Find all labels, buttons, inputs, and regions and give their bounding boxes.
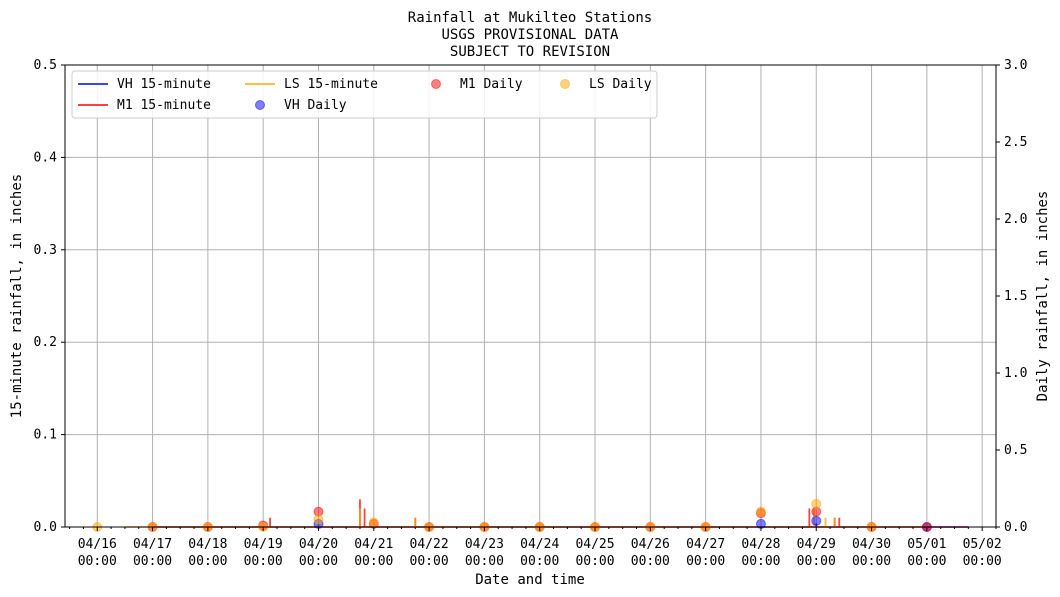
data-point bbox=[811, 515, 822, 526]
x-tick-time-label: 00:00 bbox=[852, 554, 891, 569]
x-tick-time-label: 00:00 bbox=[188, 554, 227, 569]
left-y-tick-label: 0.4 bbox=[34, 150, 58, 165]
x-tick-time-label: 00:00 bbox=[78, 554, 117, 569]
left-y-tick-label: 0.3 bbox=[34, 243, 57, 258]
x-tick-time-label: 00:00 bbox=[963, 554, 1002, 569]
x-tick-time-label: 00:00 bbox=[686, 554, 725, 569]
legend-item: VH Daily bbox=[255, 98, 347, 113]
legend-label: LS Daily bbox=[589, 77, 652, 92]
x-tick-time-label: 00:00 bbox=[741, 554, 780, 569]
left-y-axis-label: 15-minute rainfall, in inches bbox=[9, 174, 25, 418]
chart-title-line-2: USGS PROVISIONAL DATA bbox=[441, 27, 619, 43]
x-tick-time-label: 00:00 bbox=[631, 554, 670, 569]
legend-marker-swatch bbox=[560, 79, 570, 89]
legend-item: LS 15-minute bbox=[245, 77, 378, 92]
legend-item: M1 15-minute bbox=[78, 98, 211, 113]
legend-item: LS Daily bbox=[560, 77, 652, 92]
grid bbox=[65, 64, 996, 528]
x-tick-label: 04/16 bbox=[78, 537, 117, 552]
x-tick-label: 05/01 bbox=[907, 537, 946, 552]
legend: VH 15-minute M1 15-minute LS 15-minute VH D… bbox=[71, 70, 658, 119]
x-tick-time-label: 00:00 bbox=[520, 554, 559, 569]
series-m1-15-minute bbox=[152, 499, 969, 528]
series-ls-15-minute bbox=[124, 508, 927, 528]
x-tick-time-label: 00:00 bbox=[244, 554, 283, 569]
legend-label: VH 15-minute bbox=[117, 77, 211, 92]
x-tick-label: 04/30 bbox=[852, 537, 891, 552]
x-tick-time-label: 00:00 bbox=[410, 554, 449, 569]
x-tick-label: 04/27 bbox=[686, 537, 725, 552]
x-tick-label: 05/02 bbox=[963, 537, 1002, 552]
plot-frame bbox=[64, 64, 997, 528]
x-tick-time-label: 00:00 bbox=[354, 554, 393, 569]
data-point bbox=[368, 517, 379, 528]
legend-marker-swatch bbox=[255, 100, 265, 110]
x-tick-time-label: 00:00 bbox=[907, 554, 946, 569]
right-y-axis: 0.0 0.5 1.0 1.5 2.0 2.5 3.0 bbox=[996, 58, 1027, 535]
chart-title-line-3: SUBJECT TO REVISION bbox=[450, 44, 610, 60]
right-y-tick-label: 2.5 bbox=[1004, 135, 1027, 150]
right-y-tick-label: 0.0 bbox=[1004, 520, 1027, 535]
legend-box bbox=[71, 70, 658, 119]
right-y-tick-label: 1.0 bbox=[1004, 366, 1027, 381]
x-tick-label: 04/24 bbox=[520, 537, 559, 552]
right-y-tick-label: 1.5 bbox=[1004, 289, 1027, 304]
legend-label: M1 Daily bbox=[460, 77, 523, 92]
left-y-tick-label: 0.2 bbox=[34, 335, 57, 350]
x-tick-label: 04/22 bbox=[410, 537, 449, 552]
x-axis: 04/16 00:00 04/17 00:00 04/18 00:00 04/19 00:00… bbox=[69, 527, 1002, 569]
left-y-tick-label: 0.1 bbox=[34, 428, 57, 443]
x-tick-time-label: 00:00 bbox=[299, 554, 338, 569]
legend-label: LS 15-minute bbox=[284, 77, 378, 92]
legend-marker-swatch bbox=[431, 79, 441, 89]
legend-label: M1 15-minute bbox=[117, 98, 211, 113]
x-tick-label: 04/18 bbox=[188, 537, 227, 552]
left-y-tick-label: 0.5 bbox=[34, 58, 57, 73]
x-tick-label: 04/20 bbox=[299, 537, 338, 552]
legend-label: VH Daily bbox=[284, 98, 347, 113]
x-tick-time-label: 00:00 bbox=[465, 554, 504, 569]
x-tick-label: 04/17 bbox=[133, 537, 172, 552]
legend-item: M1 Daily bbox=[431, 77, 523, 92]
right-y-tick-label: 3.0 bbox=[1004, 58, 1027, 73]
data-point bbox=[313, 514, 324, 525]
x-tick-label: 04/19 bbox=[244, 537, 283, 552]
x-tick-time-label: 00:00 bbox=[133, 554, 172, 569]
x-axis-label: Date and time bbox=[475, 572, 585, 588]
right-y-tick-label: 0.5 bbox=[1004, 443, 1027, 458]
legend-item: VH 15-minute bbox=[78, 77, 211, 92]
right-y-tick-label: 2.0 bbox=[1004, 212, 1027, 227]
left-y-axis: 0.0 0.1 0.2 0.3 0.4 0.5 bbox=[34, 58, 65, 535]
x-tick-label: 04/23 bbox=[465, 537, 504, 552]
chart-title: Rainfall at Mukilteo Stations USGS PROVI… bbox=[408, 10, 652, 60]
x-tick-time-label: 00:00 bbox=[797, 554, 836, 569]
x-tick-time-label: 00:00 bbox=[575, 554, 614, 569]
x-tick-label: 04/28 bbox=[741, 537, 780, 552]
x-tick-label: 04/21 bbox=[354, 537, 393, 552]
right-y-axis-label: Daily rainfall, in inches bbox=[1035, 191, 1051, 402]
x-tick-label: 04/26 bbox=[631, 537, 670, 552]
chart-title-line-1: Rainfall at Mukilteo Stations bbox=[408, 10, 652, 26]
x-tick-label: 04/25 bbox=[575, 537, 614, 552]
data-point bbox=[811, 498, 822, 509]
x-tick-label: 04/29 bbox=[797, 537, 836, 552]
data-point bbox=[755, 506, 766, 517]
left-y-tick-label: 0.0 bbox=[34, 520, 57, 535]
